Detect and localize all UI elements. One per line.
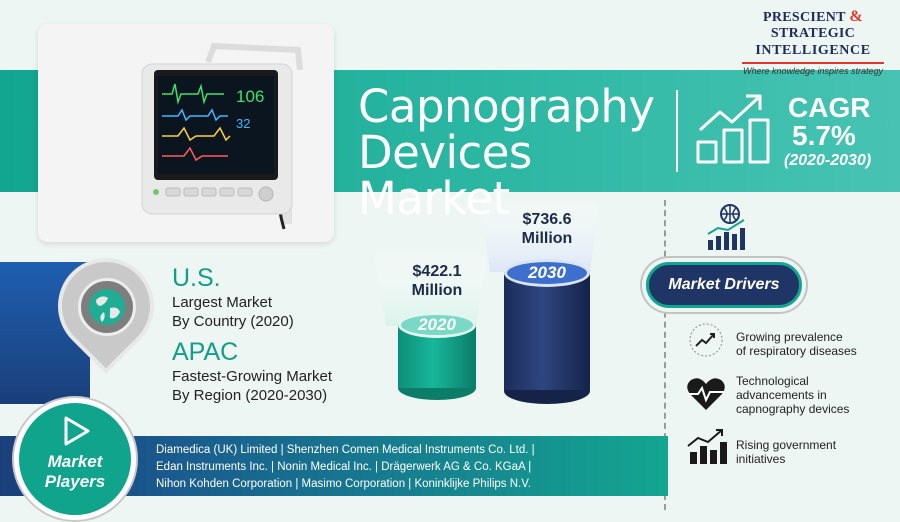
region-us-line1: Largest Market (172, 294, 273, 311)
value-2030: $736.6 Million (500, 210, 594, 248)
growth-chart-icon (689, 323, 723, 357)
logo-word-1: PRESCIENT (762, 10, 846, 25)
title-line-1: Capnography (358, 80, 655, 133)
driver-3: Rising government initiatives (736, 438, 837, 466)
bar-chart-up-icon (687, 429, 727, 464)
monitor-reading-2: 32 (236, 116, 250, 131)
players-line-1: Diamedica (UK) Limited | Shenzhen Comen … (156, 444, 535, 456)
value-2020-unit: Million (411, 282, 463, 299)
cylinder-2030-top (504, 259, 590, 287)
market-players-label: Market Players (44, 452, 106, 491)
cagr-label: CAGR (788, 92, 871, 123)
cylinder-2020-top (398, 312, 476, 338)
cagr-period: (2020-2030) (784, 152, 872, 169)
region-apac-line1: Fastest-Growing Market (172, 368, 333, 385)
region-us-line2: By Country (2020) (172, 313, 294, 330)
play-icon (64, 416, 90, 446)
logo-word-2: STRATEGIC (770, 26, 856, 41)
heartbeat-icon (687, 378, 725, 410)
globe-icon (89, 289, 125, 325)
driver-2: Technological advancements in capnograph… (736, 374, 850, 416)
players-line-3: Nihon Kohden Corporation | Masimo Corpor… (156, 478, 532, 490)
cylinder-2030 (504, 272, 590, 390)
region-us-name: U.S. (172, 264, 221, 292)
patient-monitor-illustration: 106 32 (38, 24, 334, 242)
company-logo: PRESCIENT & STRATEGIC INTELLIGENCE Where… (738, 8, 888, 76)
market-players-list: Diamedica (UK) Limited | Shenzhen Comen … (156, 442, 666, 493)
logo-tagline: Where knowledge inspires strategy (742, 66, 884, 76)
spotlight-2020 (373, 248, 489, 326)
logo-divider (742, 62, 884, 64)
monitor-reading-1: 106 (236, 87, 264, 106)
growth-chart-icon (696, 94, 770, 164)
logo-word-3: INTELLIGENCE (755, 43, 871, 58)
players-line-2: Edan Instruments Inc. | Nonin Medical In… (156, 461, 532, 473)
year-2030-label: 2030 (528, 263, 566, 282)
section-divider (664, 200, 666, 510)
value-2030-unit: Million (521, 230, 573, 247)
region-apac: APAC Fastest-Growing Market By Region (2… (172, 338, 332, 405)
globe-chart-icon (707, 204, 745, 250)
region-apac-name: APAC (172, 338, 239, 366)
value-2020-amount: $422.1 (412, 263, 462, 280)
driver-1: Growing prevalence of respiratory diseas… (736, 330, 857, 358)
market-players-badge (14, 398, 136, 520)
market-drivers-heading: Market Drivers (646, 262, 802, 308)
product-photo: 106 32 (38, 24, 334, 242)
logo-ampersand: & (849, 8, 864, 25)
cagr-value: 5.7% (792, 120, 856, 151)
value-2020: $422.1 Million (393, 262, 481, 300)
year-2020-label: 2020 (418, 315, 456, 334)
value-2030-amount: $736.6 (522, 211, 572, 228)
region-us: U.S. Largest Market By Country (2020) (172, 264, 294, 331)
region-apac-line2: By Region (2020-2030) (172, 387, 328, 404)
title-divider (676, 90, 678, 172)
spotlight-2030 (480, 196, 600, 272)
